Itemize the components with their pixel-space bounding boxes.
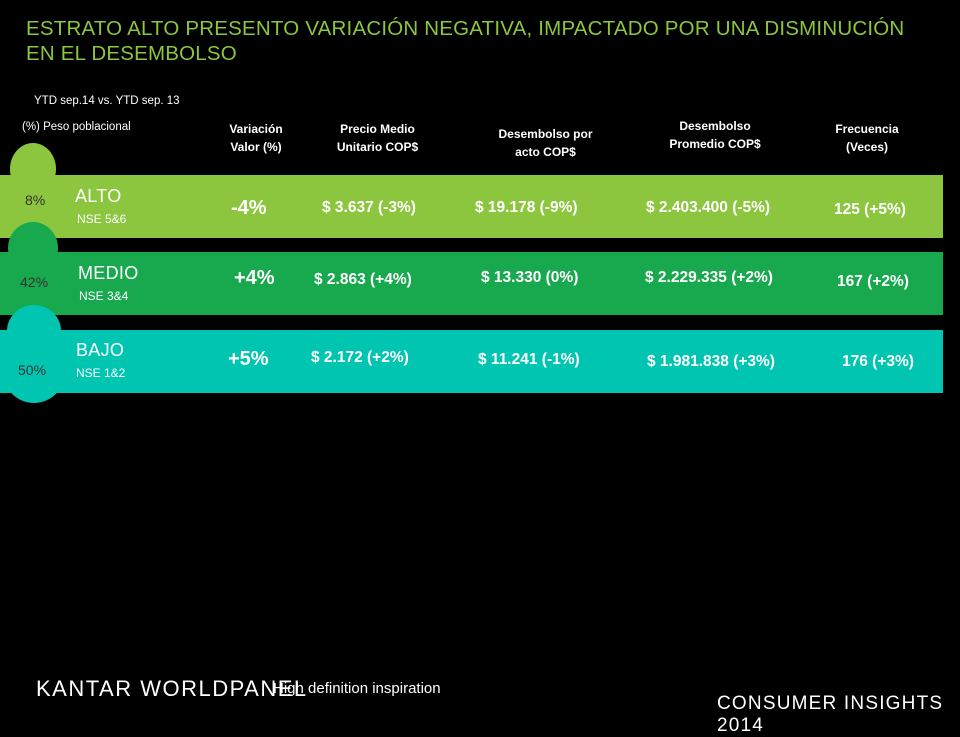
consumer-insights-label: CONSUMER INSIGHTS 2014 [717,693,944,736]
bajo-desembolso-promedio: $ 1.981.838 (+3%) [647,353,775,370]
header-frecuencia: Frecuencia (Veces) [835,122,899,154]
segment-sub-medio: NSE 3&4 [79,289,129,303]
header-desembolso-promedio: Desembolso Promedio COP$ [669,119,761,151]
medio-frecuencia: 167 (+2%) [837,273,909,290]
bajo-frecuencia: 176 (+3%) [842,353,914,370]
bajo-weight-pct: 50% [18,362,47,378]
period-subtitle: YTD sep.14 vs. YTD sep. 13 [34,95,180,107]
segment-name-bajo: BAJO [76,340,125,360]
segment-sub-bajo: NSE 1&2 [76,366,126,380]
logo-kantar-text: KANTAR [36,676,141,701]
bajo-desembolso-acto: $ 11.241 (-1%) [478,351,580,368]
bajo-weight-circle [4,345,64,403]
alto-frecuencia: 125 (+5%) [834,201,906,218]
medio-desembolso-promedio: $ 2.229.335 (+2%) [645,269,773,286]
bajo-precio: $ 2.172 (+2%) [311,349,409,366]
population-weight-legend: (%) Peso poblacional [22,121,131,133]
segment-sub-alto: NSE 5&6 [77,212,127,226]
medio-precio: $ 2.863 (+4%) [314,271,412,288]
row-band-bajo [0,330,943,393]
alto-variacion: -4% [231,197,267,219]
medio-variacion: +4% [234,267,275,289]
page-title: ESTRATO ALTO PRESENTO VARIACIÓN NEGATIVA… [26,17,905,65]
header-desembolso-acto: Desembolso por acto COP$ [498,127,593,159]
alto-desembolso-promedio: $ 2.403.400 (-5%) [646,199,771,216]
logo-worldpanel-text: WORLDPANEL [140,676,308,701]
medio-weight-circle [5,252,61,312]
footer-tagline: High definition inspiration [273,680,441,697]
alto-precio: $ 3.637 (-3%) [322,199,416,216]
row-band-alto [0,175,943,238]
segment-name-medio: MEDIO [78,263,139,283]
segment-name-alto: ALTO [75,186,122,206]
medio-weight-pct: 42% [20,274,49,290]
alto-weight-circle [7,169,53,221]
header-precio-medio: Precio Medio Unitario COP$ [336,122,419,154]
alto-desembolso-acto: $ 19.178 (-9%) [475,199,578,216]
medio-desembolso-acto: $ 13.330 (0%) [481,269,579,286]
row-band-medio [0,252,943,315]
bajo-variacion: +5% [228,348,269,370]
kantar-worldpanel-logo: KANTAR WORLDPANEL [36,676,308,702]
alto-weight-pct: 8% [25,192,46,208]
header-variacion: Variación Valor (%) [229,122,283,154]
